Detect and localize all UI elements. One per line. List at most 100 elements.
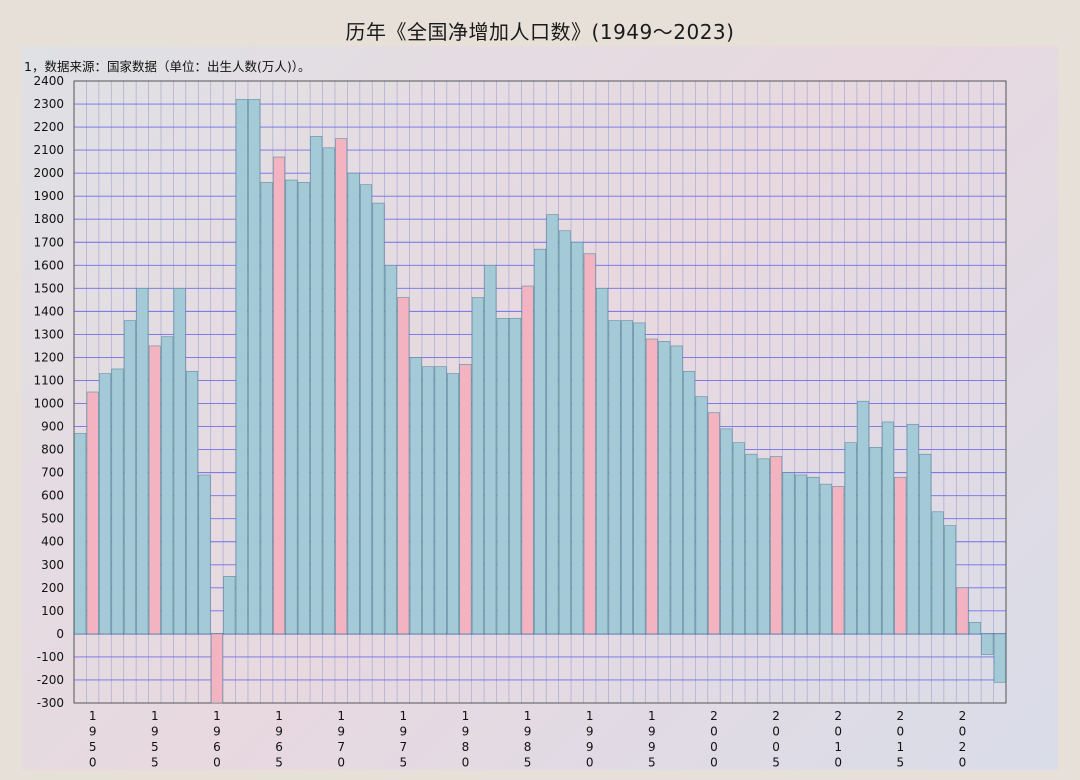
bar-1997: [670, 345, 683, 635]
bar-2006: [782, 472, 795, 635]
bar-2019: [944, 525, 957, 635]
y-tick-label: 600: [41, 489, 64, 503]
bar-1986: [533, 248, 547, 635]
bar-2020: [956, 587, 969, 635]
bar-1998: [683, 370, 696, 635]
bar-1994: [633, 322, 646, 635]
y-tick-label: 500: [41, 512, 64, 526]
bar-1996: [658, 341, 671, 635]
y-tick-label: 2200: [33, 120, 64, 134]
y-tick-label: 0: [56, 627, 64, 641]
y-tick-label: 400: [41, 535, 64, 549]
bar-1962: [235, 99, 248, 635]
y-axis-ticks: -300 -200 -100 0 100 200 300 400 500 600 700 800 900…: [33, 74, 64, 710]
bar-2017: [919, 453, 932, 635]
bar-1981: [471, 297, 484, 635]
bar-2010: [832, 486, 845, 635]
bar-2000: [707, 412, 720, 635]
bar-1949: [74, 433, 87, 635]
bar-1977: [422, 366, 435, 635]
bar-1959: [198, 474, 211, 635]
y-tick-label: 2400: [33, 74, 64, 88]
bar-1953: [123, 320, 136, 635]
bar-2003: [745, 453, 758, 635]
y-tick-label: 1300: [33, 327, 64, 341]
y-tick-label: 1000: [33, 397, 64, 411]
chart-subtitle: 1，数据来源：国家数据（单位：出生人数(万人)）。: [24, 59, 311, 74]
bar-1963: [248, 99, 261, 635]
bar-1956: [161, 336, 174, 635]
bar-1988: [558, 230, 571, 635]
bar-1999: [695, 396, 708, 635]
bar-2009: [819, 483, 832, 635]
bar-2016: [906, 423, 919, 635]
bars: [74, 99, 1006, 704]
bar-2011: [844, 442, 857, 635]
y-tick-label: 1600: [33, 258, 64, 272]
bar-1952: [111, 368, 124, 635]
bar-1982: [484, 264, 497, 635]
bar-1985: [521, 285, 534, 635]
y-tick-label: 1800: [33, 212, 64, 226]
bar-2013: [869, 446, 882, 635]
y-tick-label: -100: [37, 650, 64, 664]
bar-1992: [608, 320, 621, 635]
bar-2005: [770, 456, 783, 635]
bar-1961: [223, 575, 236, 635]
y-tick-label: 2000: [33, 166, 64, 180]
bar-1966: [285, 179, 298, 635]
bar-2021: [968, 622, 981, 635]
bar-1991: [596, 288, 609, 635]
bar-2001: [720, 428, 733, 635]
bar-1967: [297, 182, 310, 635]
bar-2018: [931, 511, 944, 635]
y-tick-label: 200: [41, 581, 64, 595]
bar-2008: [807, 476, 820, 635]
y-tick-label: -300: [37, 696, 64, 710]
bar-1951: [99, 373, 112, 635]
bar-2015: [894, 476, 907, 635]
y-tick-label: 2100: [33, 143, 64, 157]
y-tick-label: -200: [37, 673, 64, 687]
y-tick-label: 1700: [33, 235, 64, 249]
y-tick-label: 2300: [33, 97, 64, 111]
bar-1971: [347, 172, 360, 635]
bar-2012: [857, 400, 870, 635]
bar-1965: [273, 156, 286, 635]
bar-1964: [260, 182, 273, 635]
bar-1990: [583, 253, 596, 635]
bar-1960: [210, 633, 223, 704]
bar-1973: [372, 202, 385, 635]
bar-1987: [546, 214, 559, 635]
bar-1979: [446, 373, 460, 635]
y-tick-label: 1400: [33, 304, 64, 318]
y-tick-label: 1500: [33, 281, 64, 295]
y-tick-label: 1200: [33, 350, 64, 364]
chart-title: 历年《全国净增加人口数》(1949～2023): [345, 20, 735, 44]
bar-2022: [981, 633, 994, 655]
bar-1958: [186, 370, 199, 635]
y-tick-label: 100: [41, 604, 64, 618]
bar-1950: [86, 391, 99, 635]
bar-2004: [757, 458, 770, 635]
y-tick-label: 1100: [33, 373, 64, 387]
bar-1995: [645, 338, 658, 635]
y-tick-label: 900: [41, 420, 64, 434]
bar-1968: [310, 135, 323, 635]
bar-1993: [620, 320, 633, 635]
bar-2002: [732, 442, 745, 635]
plot-border: [73, 80, 1007, 704]
bar-1954: [136, 288, 149, 635]
bar-1975: [397, 297, 410, 635]
